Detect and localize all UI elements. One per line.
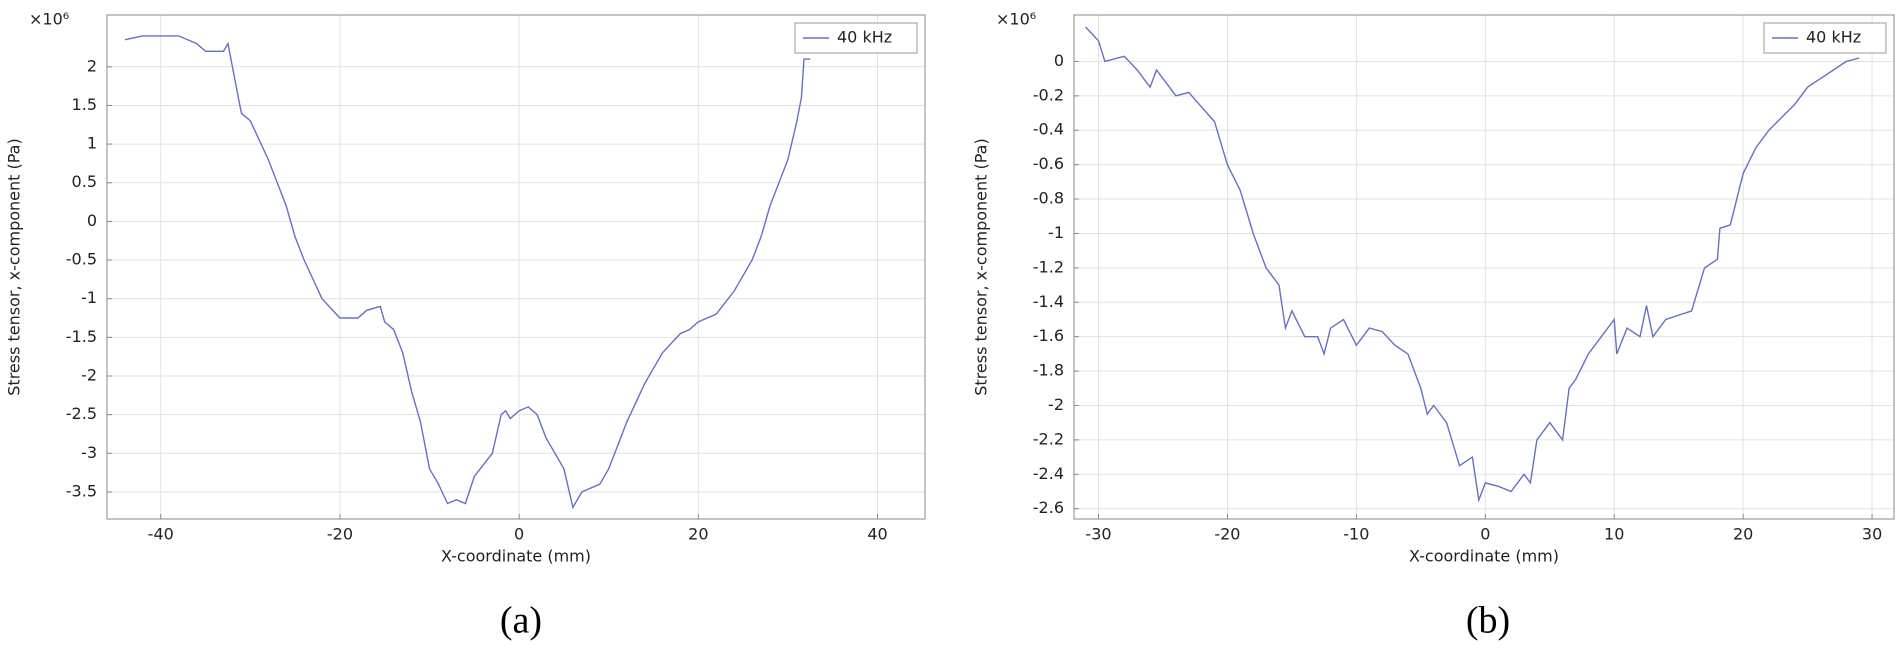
y-scale-label: ×10⁶ [996,10,1036,29]
y-tick-label: -0.4 [1033,120,1064,139]
x-tick-label: 20 [1733,525,1753,544]
y-tick-label: -1.2 [1033,257,1064,276]
plot-frame [106,14,926,520]
y-tick-label: 0.5 [72,172,97,191]
y-tick-label: -2 [1048,395,1064,414]
x-tick-label: -10 [1343,525,1369,544]
x-axis-label: X-coordinate (mm) [441,547,591,566]
data-line [1085,26,1860,503]
x-tick-label: 0 [514,525,524,544]
caption: (b) [1466,600,1510,642]
y-tick-label: 0 [1054,51,1064,70]
y-tick-label: -0.2 [1033,85,1064,104]
y-tick-label: -1.5 [66,327,97,346]
y-tick-label: -1 [81,288,97,307]
x-tick-label: 10 [1604,525,1624,544]
x-tick-label: 20 [688,525,708,544]
y-tick-label: 1 [87,134,97,153]
y-tick-label: -0.8 [1033,189,1064,208]
x-tick-label: -20 [1214,525,1240,544]
y-tick-label: 0 [87,211,97,230]
x-tick-label: -30 [1085,525,1111,544]
y-tick-label: -0.5 [66,250,97,269]
y-tick-label: -1.4 [1033,292,1064,311]
legend-label: 40 kHz [837,28,892,47]
y-tick-label: -0.6 [1033,154,1064,173]
x-axis-label: X-coordinate (mm) [1409,547,1559,566]
x-tick-label: 40 [867,525,887,544]
y-tick-label: -2.6 [1033,498,1064,517]
x-tick-label: -20 [327,525,353,544]
y-axis-label: Stress tensor, x-component (Pa) [972,138,991,395]
caption: (a) [500,600,542,642]
y-tick-label: -2.5 [66,404,97,423]
y-tick-label: -3.5 [66,481,97,500]
y-tick-label: -1.6 [1033,326,1064,345]
plot-frame [1073,14,1895,520]
y-scale-label: ×10⁶ [29,10,69,29]
data-line [124,35,811,510]
y-tick-label: -1.8 [1033,361,1064,380]
y-axis-label: Stress tensor, x-component (Pa) [5,138,24,395]
y-tick-label: -2.2 [1033,429,1064,448]
y-tick-label: -1 [1048,223,1064,242]
y-tick-label: -2.4 [1033,464,1064,483]
y-tick-label: 1.5 [72,95,97,114]
y-tick-label: -3 [81,443,97,462]
x-tick-label: 0 [1480,525,1490,544]
y-tick-label: -2 [81,365,97,384]
y-tick-label: 2 [87,56,97,75]
legend-label: 40 kHz [1806,28,1861,47]
x-tick-label: -40 [148,525,174,544]
x-tick-label: 30 [1862,525,1882,544]
legend-box [794,22,918,54]
